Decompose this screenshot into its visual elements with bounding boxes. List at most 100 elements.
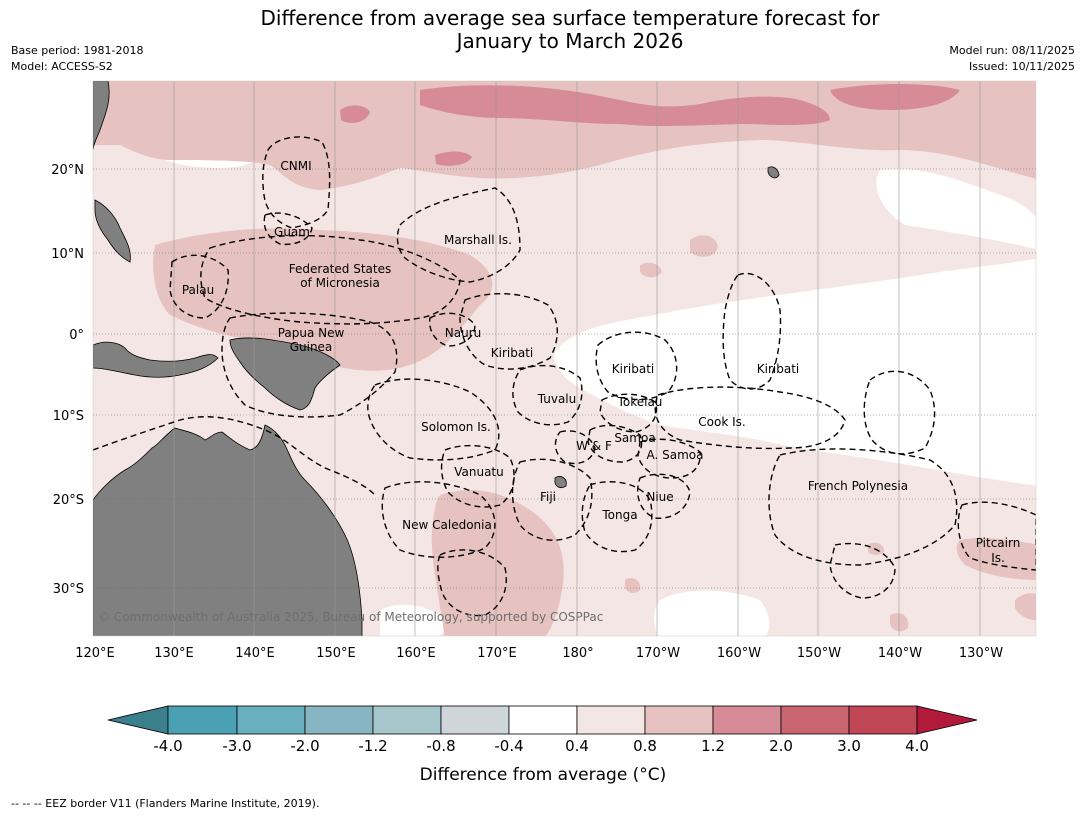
hot-north-ne xyxy=(420,85,830,127)
lat-tick-5: 30°S xyxy=(53,582,84,597)
lon-tick-3: 150°E xyxy=(316,646,356,661)
map-area xyxy=(93,81,1036,636)
eez-cnmi xyxy=(262,136,331,229)
lon-tick-2: 140°E xyxy=(235,646,275,661)
colorbar-swatch-2 xyxy=(304,705,374,735)
lon-tick-5: 170°E xyxy=(477,646,517,661)
region-labels: CNMI Guam Marshall Is. Federated States … xyxy=(182,159,1020,565)
warm-patch-2 xyxy=(640,262,662,278)
colorbar-arrow-low xyxy=(107,705,169,735)
eez-vanuatu xyxy=(440,444,515,508)
neutral-east-tongue xyxy=(554,258,1036,486)
label-kiribati-west: Kiribati xyxy=(491,346,533,360)
lat-tick-4: 20°S xyxy=(53,493,84,508)
base-period: Base period: 1981-2018 xyxy=(11,44,144,57)
eez-frpoly-north xyxy=(863,370,936,455)
neutral-sw-patch xyxy=(380,604,445,636)
issued-date: Issued: 10/11/2025 xyxy=(968,60,1075,73)
colorbar-label-3: -1.2 xyxy=(358,737,387,755)
colorbar-swatch-3 xyxy=(372,705,442,735)
colorbar-label-5: -0.4 xyxy=(494,737,523,755)
lat-tick-labels: 20°N 10°N 0° 10°S 20°S 30°S xyxy=(51,163,84,597)
lon-tick-1: 130°E xyxy=(154,646,194,661)
label-solomon: Solomon Is. xyxy=(421,420,491,434)
label-pitcairn-2: Is. xyxy=(991,551,1005,565)
colorbar-swatch-1 xyxy=(236,705,306,735)
neutral-ne-patch xyxy=(876,169,1036,250)
eez-kermadec xyxy=(829,542,896,599)
neutral-south-patch xyxy=(654,590,770,636)
chart-title: Difference from average sea surface temp… xyxy=(0,7,1085,53)
warm-far-se xyxy=(956,537,1036,580)
eez-fiji xyxy=(511,458,593,541)
grid xyxy=(93,81,1036,636)
eez-footnote: -- -- -- EEZ border V11 (Flanders Marine… xyxy=(11,797,319,810)
label-fsm-1: Federated States xyxy=(289,262,391,276)
colorbar-label-10: 3.0 xyxy=(837,737,861,755)
lon-tick-9: 150°W xyxy=(797,646,841,661)
hawaii-land xyxy=(767,166,780,179)
colorbar-swatch-10 xyxy=(848,705,918,735)
label-png-2: Guinea xyxy=(290,340,333,354)
label-kiribati-central: Kiribati xyxy=(612,362,654,376)
label-newcal: New Caledonia xyxy=(402,518,492,532)
philippines-land xyxy=(93,81,131,263)
label-asamoa: A. Samoa xyxy=(647,448,704,462)
label-samoa: Samoa xyxy=(614,431,655,445)
eez-fsm xyxy=(200,234,461,325)
eez-borders xyxy=(93,136,1036,617)
australia-land xyxy=(93,424,363,636)
eez-tuvalu xyxy=(512,364,583,426)
colorbar-swatch-8 xyxy=(712,705,782,735)
eez-marshall xyxy=(396,187,521,283)
hot-north-patch xyxy=(435,151,472,166)
colorbar: -4.0 -3.0 -2.0 -1.2 -0.8 -0.4 0.4 0.8 1.… xyxy=(107,705,978,785)
label-cook: Cook Is. xyxy=(698,415,745,429)
label-wf: W & F xyxy=(576,439,612,453)
label-tonga: Tonga xyxy=(601,508,637,522)
eez-kiribati-c xyxy=(595,331,678,401)
lon-tick-8: 160°W xyxy=(717,646,761,661)
colorbar-label-6: 0.4 xyxy=(565,737,589,755)
meta-right: Model run: 08/11/2025 Issued: 10/11/2025 xyxy=(949,43,1075,75)
eez-newcal xyxy=(381,481,496,558)
colorbar-label-2: -2.0 xyxy=(290,737,319,755)
png-land xyxy=(229,337,341,411)
eez-png xyxy=(221,312,398,418)
label-fiji: Fiji xyxy=(540,490,556,504)
copyright-notice: © Commonwealth of Australia 2025, Bureau… xyxy=(98,610,603,624)
label-frpoly: French Polynesia xyxy=(808,479,908,493)
label-nauru: Nauru xyxy=(445,326,481,340)
label-vanuatu: Vanuatu xyxy=(454,465,504,479)
colorbar-label-11: 4.0 xyxy=(905,737,929,755)
colorbar-label-1: -3.0 xyxy=(222,737,251,755)
eez-tonga xyxy=(581,481,653,553)
eez-guam xyxy=(263,212,313,246)
eez-pitcairn xyxy=(957,501,1036,571)
colorbar-label-4: -0.8 xyxy=(426,737,455,755)
colorbar-title: Difference from average (°C) xyxy=(420,765,667,785)
lon-tick-0: 120°E xyxy=(75,646,115,661)
eez-kiribati-w xyxy=(459,292,558,370)
colorbar-swatch-6 xyxy=(576,705,646,735)
colorbar-arrow-high xyxy=(916,705,978,735)
label-pitcairn-1: Pitcairn xyxy=(976,536,1021,550)
title-line-2: January to March 2026 xyxy=(456,29,684,53)
label-cnmi: CNMI xyxy=(280,159,311,173)
label-png-1: Papua New xyxy=(278,326,345,340)
colorbar-swatch-4 xyxy=(440,705,510,735)
lon-tick-7: 170°W xyxy=(636,646,680,661)
warm-patch-6 xyxy=(1015,593,1036,621)
lat-tick-0: 20°N xyxy=(51,163,84,178)
colorbar-swatch-0 xyxy=(167,705,238,735)
label-palau: Palau xyxy=(182,283,214,297)
colorbar-swatch-7 xyxy=(644,705,714,735)
lat-tick-1: 10°N xyxy=(51,247,84,262)
eez-frpoly xyxy=(768,448,958,566)
lat-tick-2: 0° xyxy=(69,328,84,343)
warm-micronesia-band xyxy=(153,228,493,371)
map-frame xyxy=(92,80,1037,637)
label-tuvalu: Tuvalu xyxy=(537,392,577,406)
colorbar-swatch-5 xyxy=(508,705,578,735)
